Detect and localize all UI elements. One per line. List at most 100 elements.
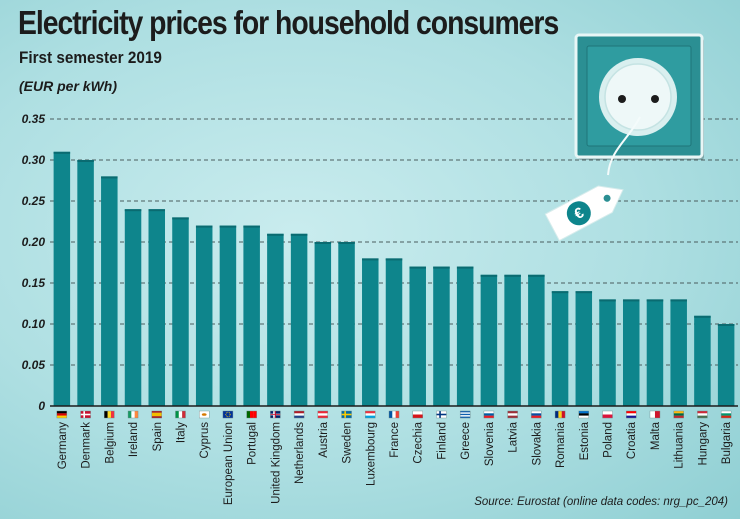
y-tick-label: 0.15 [22, 276, 46, 290]
bar-malta [646, 299, 664, 406]
x-tick-label: Finland [436, 422, 448, 460]
bar-lithuania [670, 299, 687, 406]
bar-top-edge [480, 274, 498, 277]
bar-european-union [219, 225, 237, 406]
flag-sk [531, 410, 542, 419]
bar-sweden [338, 242, 355, 406]
x-tick-label: Slovakia [531, 421, 543, 465]
bar-top-edge [362, 258, 379, 261]
country-flags [56, 410, 732, 419]
flag-lt [673, 410, 684, 419]
bar-slovenia [480, 274, 498, 406]
price-tag-string [607, 116, 641, 176]
bar-top-edge [694, 315, 711, 318]
x-axis-labels: Germany Denmark Belgium Ireland Spain Italy Cy… [57, 421, 733, 505]
bar-top-edge [314, 242, 332, 244]
x-tick-label: Czechia [413, 421, 425, 463]
bar-top-edge [409, 266, 426, 269]
y-tick-label: 0.35 [22, 112, 46, 126]
source-note: Source: Eurostat (online data codes: nrg… [474, 496, 728, 508]
bars [53, 151, 735, 406]
y-tick-label: 0.25 [22, 194, 46, 208]
x-tick-label: Croatia [626, 421, 638, 459]
bar-top-edge [622, 299, 640, 302]
bar-top-edge [195, 225, 213, 228]
bar-slovakia [528, 274, 545, 406]
bar-portugal [243, 225, 260, 406]
bar-france [385, 258, 403, 406]
bar-latvia [504, 274, 521, 406]
bar-top-edge [551, 291, 569, 294]
bar-italy [172, 217, 189, 406]
flag-it [175, 410, 186, 419]
y-tick-label: 0.10 [22, 317, 46, 331]
flag-nl [293, 410, 305, 419]
bar-spain [148, 209, 166, 406]
x-tick-label: Portugal [247, 422, 259, 465]
x-tick-label: United Kingdom [270, 422, 282, 504]
x-tick-label: Greece [460, 422, 472, 460]
bar-top-edge [219, 225, 237, 228]
y-axis-ticks: 0 0.05 0.10 0.15 0.20 0.25 0.30 0.35 [22, 112, 46, 413]
bar-top-edge [148, 209, 166, 212]
flag-fi [436, 410, 447, 419]
x-tick-label: Belgium [104, 422, 116, 464]
x-tick-label: Bulgaria [721, 421, 733, 464]
x-tick-label: Poland [603, 422, 615, 458]
x-tick-label: France [389, 422, 401, 458]
x-tick-label: Hungary [697, 422, 709, 466]
y-tick-label: 0.20 [22, 235, 46, 249]
flag-hu [697, 410, 708, 419]
bar-netherlands [290, 233, 308, 406]
bar-cyprus [195, 225, 213, 406]
bar-top-edge [172, 217, 189, 220]
bar-estonia [575, 291, 593, 406]
bar-top-edge [243, 225, 260, 228]
y-tick-label: 0 [38, 399, 45, 413]
bar-hungary [694, 315, 711, 406]
x-tick-label: Netherlands [294, 422, 306, 484]
flag-be [104, 410, 115, 419]
flag-pt [246, 410, 257, 419]
bar-top-edge [338, 242, 355, 244]
x-tick-label: Ireland [128, 422, 140, 457]
x-tick-label: Spain [152, 422, 164, 451]
bar-united-kingdom [267, 233, 284, 406]
y-tick-label: 0.05 [22, 358, 46, 372]
flag-cz [412, 410, 423, 419]
bar-top-edge [646, 299, 664, 302]
x-tick-label: European Union [223, 422, 235, 505]
flag-at [317, 410, 329, 419]
x-tick-label: Denmark [81, 422, 93, 469]
x-tick-label: Germany [57, 422, 69, 470]
flag-fr [388, 410, 400, 419]
flag-es [151, 410, 162, 419]
bar-top-edge [124, 209, 142, 212]
flag-ie [127, 410, 139, 419]
x-tick-label: Austria [318, 421, 330, 457]
flag-de [56, 410, 68, 419]
bar-top-edge [290, 233, 308, 236]
flag-dk [80, 410, 91, 419]
flag-se [341, 410, 352, 419]
x-tick-label: Luxembourg [365, 422, 377, 486]
bar-top-edge [101, 176, 118, 179]
flag-gr [459, 410, 471, 419]
bar-romania [551, 291, 569, 406]
bar-top-edge [504, 274, 521, 277]
bar-top-edge [575, 291, 593, 294]
bar-top-edge [670, 299, 687, 302]
x-tick-label: Latvia [508, 421, 520, 452]
bar-croatia [622, 299, 640, 406]
bar-luxembourg [362, 258, 379, 406]
bar-top-edge [385, 258, 403, 261]
flag-lu [365, 410, 376, 419]
x-tick-label: Sweden [342, 422, 354, 464]
bar-top-edge [599, 299, 616, 302]
bar-finland [433, 266, 450, 406]
chart-subtitle: First semester 2019 [19, 48, 162, 67]
bar-czechia [409, 266, 426, 406]
bar-denmark [77, 160, 94, 406]
bar-top-edge [267, 233, 284, 236]
